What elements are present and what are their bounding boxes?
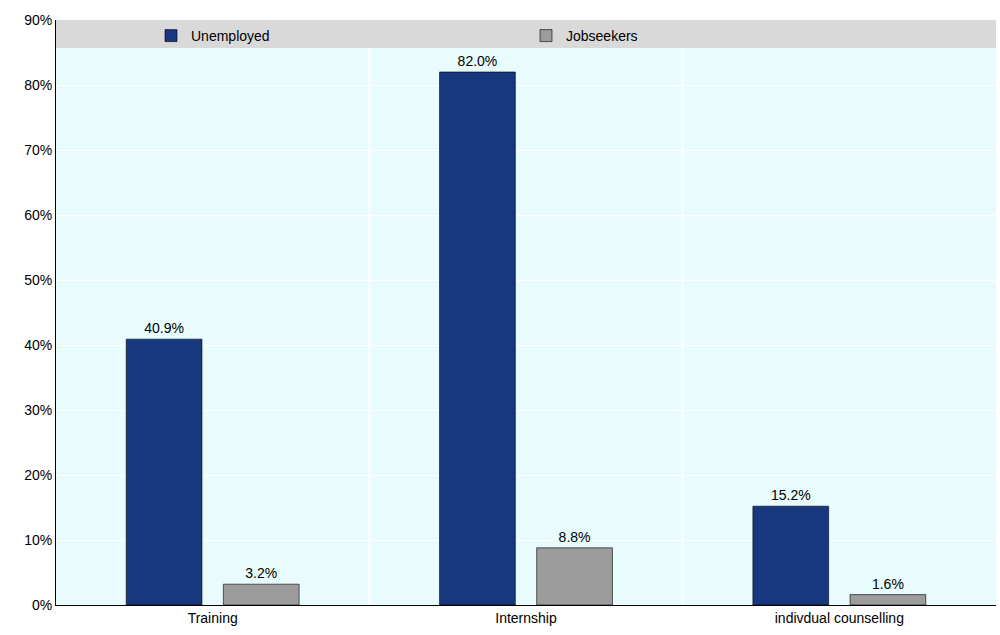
svg-text:40%: 40% [24, 337, 52, 353]
svg-text:50%: 50% [24, 272, 52, 288]
svg-text:Internship: Internship [495, 610, 557, 626]
svg-text:70%: 70% [24, 142, 52, 158]
svg-text:30%: 30% [24, 402, 52, 418]
svg-text:1.6%: 1.6% [872, 576, 904, 592]
svg-text:10%: 10% [24, 532, 52, 548]
svg-text:Training: Training [188, 610, 238, 626]
svg-text:20%: 20% [24, 467, 52, 483]
svg-text:80%: 80% [24, 77, 52, 93]
svg-text:Jobseekers: Jobseekers [566, 28, 638, 44]
svg-text:8.8%: 8.8% [559, 529, 591, 545]
svg-text:indivdual counselling: indivdual counselling [775, 610, 904, 626]
svg-text:82.0%: 82.0% [458, 53, 498, 69]
svg-text:40.9%: 40.9% [144, 320, 184, 336]
svg-text:0%: 0% [32, 597, 52, 613]
svg-text:3.2%: 3.2% [245, 565, 277, 581]
svg-text:60%: 60% [24, 207, 52, 223]
svg-text:90%: 90% [24, 12, 52, 28]
svg-text:Unemployed: Unemployed [191, 28, 270, 44]
svg-text:15.2%: 15.2% [771, 487, 811, 503]
